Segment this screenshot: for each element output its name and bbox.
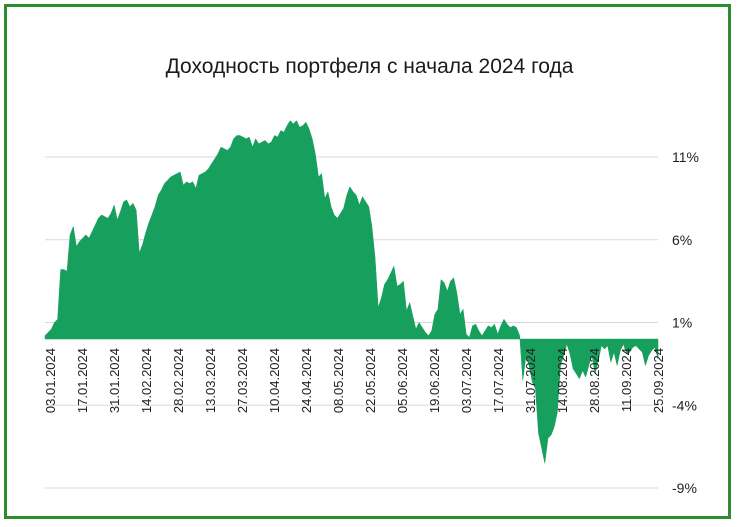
- y-tick-label: -9%: [672, 480, 697, 496]
- x-tick-label: 28.02.2024: [171, 348, 186, 413]
- x-axis-ticks: 03.01.2024 17.01.2024 31.01.2024 14.02.2024…: [43, 348, 666, 413]
- x-tick-label: 03.01.2024: [43, 348, 58, 413]
- x-tick-label: 11.09.2024: [619, 348, 634, 412]
- chart-title: Доходность портфеля с начала 2024 года: [165, 55, 574, 78]
- x-tick-label: 31.07.2024: [523, 348, 538, 413]
- x-tick-label: 05.06.2024: [395, 348, 410, 413]
- x-tick-label: 28.08.2024: [587, 348, 602, 413]
- x-tick-label: 25.09.2024: [651, 348, 666, 413]
- y-tick-label: 6%: [672, 232, 692, 248]
- x-tick-label: 10.04.2024: [267, 348, 282, 413]
- x-tick-label: 24.04.2024: [299, 348, 314, 413]
- y-tick-label: -4%: [672, 397, 697, 413]
- y-tick-label: 1%: [672, 315, 692, 331]
- x-tick-label: 14.02.2024: [139, 348, 154, 413]
- y-axis-ticks: 11% 6% 1% -4% -9%: [672, 149, 699, 496]
- series-area: [44, 120, 659, 464]
- x-tick-label: 27.03.2024: [235, 348, 250, 413]
- x-tick-label: 22.05.2024: [363, 348, 378, 413]
- y-tick-label: 11%: [672, 149, 699, 165]
- x-tick-label: 17.01.2024: [75, 348, 90, 413]
- x-tick-label: 14.08.2024: [555, 348, 570, 413]
- x-tick-label: 08.05.2024: [331, 348, 346, 413]
- x-tick-label: 31.01.2024: [107, 348, 122, 413]
- x-tick-label: 03.07.2024: [459, 348, 474, 413]
- x-tick-label: 13.03.2024: [203, 348, 218, 413]
- x-tick-label: 19.06.2024: [427, 348, 442, 413]
- x-tick-label: 17.07.2024: [491, 348, 506, 413]
